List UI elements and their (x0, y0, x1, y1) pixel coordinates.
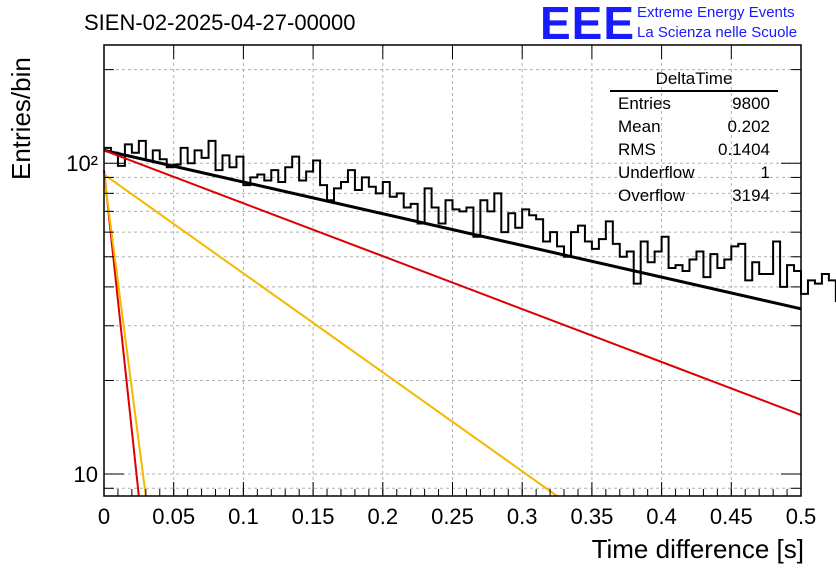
x-tick-label: 0.35 (570, 504, 613, 529)
fit-line (103, 148, 802, 311)
logo-caption-line1: Extreme Energy Events (637, 4, 795, 21)
y-tick-label: 10 (74, 462, 98, 487)
x-tick-label: 0.2 (368, 504, 399, 529)
stats-label: Overflow (618, 186, 686, 205)
x-tick-label: 0.5 (786, 504, 817, 529)
stats-title: DeltaTime (610, 68, 778, 92)
stats-value: 0.1404 (718, 140, 770, 159)
x-tick-label: 0.1 (228, 504, 259, 529)
stats-value: 9800 (732, 94, 770, 113)
x-tick-label: 0.15 (292, 504, 335, 529)
histogram-bins (104, 139, 836, 303)
x-tick-label: 0.05 (152, 504, 195, 529)
stats-row-mean: Mean 0.202 (610, 115, 778, 138)
eee-logo: EEE (540, 0, 636, 49)
x-tick-label: 0.4 (646, 504, 677, 529)
stats-label: RMS (618, 140, 656, 159)
stats-row-overflow: Overflow 3194 (610, 184, 778, 207)
stats-label: Underflow (618, 163, 695, 182)
stats-row-entries: Entries 9800 (610, 92, 778, 115)
x-tick-label: 0.45 (710, 504, 753, 529)
stats-value: 0.202 (727, 117, 770, 136)
x-axis-label: Time difference [s] (591, 534, 804, 564)
stats-row-underflow: Underflow 1 (610, 161, 778, 184)
stats-label: Entries (618, 94, 671, 113)
stats-box: DeltaTime Entries 9800 Mean 0.202 RMS 0.… (610, 68, 778, 207)
stats-value: 1 (760, 163, 770, 182)
stats-row-rms: RMS 0.1404 (610, 138, 778, 161)
x-tick-label: 0.25 (431, 504, 474, 529)
y-tick-label: 10² (66, 151, 98, 176)
plot-title: SIEN-02-2025-04-27-00000 (84, 10, 356, 35)
fit-line (103, 174, 147, 497)
x-tick-label: 0.3 (507, 504, 538, 529)
stats-label: Mean (618, 117, 661, 136)
y-axis-label: Entries/bin (6, 57, 36, 180)
fit-line (103, 149, 802, 416)
stats-value: 3194 (732, 186, 770, 205)
logo-caption-line2: La Scienza nelle Scuole (637, 24, 798, 41)
fit-line (103, 173, 558, 497)
x-tick-label: 0 (98, 504, 110, 529)
